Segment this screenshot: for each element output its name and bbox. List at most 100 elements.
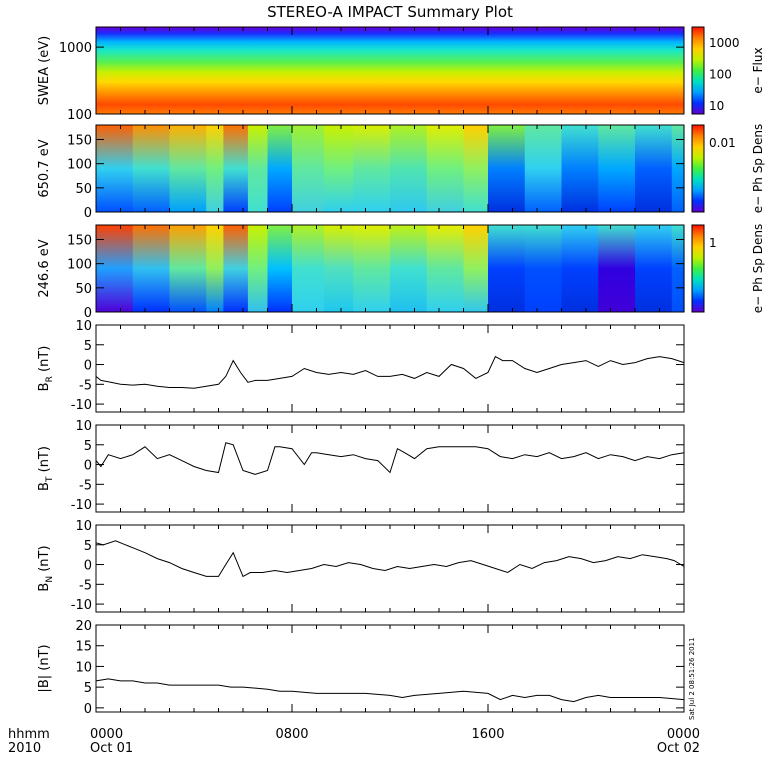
pad246-segment	[390, 225, 428, 312]
colorbar-tick-label: 0.01	[709, 136, 736, 150]
pad246-segment	[223, 225, 249, 312]
pad246-segment	[323, 225, 354, 312]
pad246-segment	[463, 225, 489, 312]
y-tick-label: 0	[84, 559, 92, 574]
y-tick-label: 5	[84, 339, 92, 354]
x-tick-date-label: Oct 02	[657, 741, 700, 756]
pad650-segment	[598, 125, 636, 212]
y-tick-label: 0	[84, 206, 92, 221]
pad246-segment	[96, 225, 134, 312]
bmag-ylabel: |B| (nT)	[37, 644, 52, 692]
y-tick-label: 10	[75, 519, 92, 534]
pad246-segment	[598, 225, 636, 312]
pad650-segment	[323, 125, 354, 212]
svg-text:BN (nT): BN (nT)	[37, 545, 55, 591]
bmag-panel-frame	[95, 624, 685, 713]
y-tick-label: 0	[84, 306, 92, 321]
y-tick-label: 100	[67, 158, 92, 173]
pad650-segment	[292, 125, 325, 212]
pad246-segment	[353, 225, 391, 312]
colorbar-label: e− Ph Sp Dens	[751, 124, 765, 213]
y-tick-label: 10	[75, 419, 92, 434]
pad650-segment	[353, 125, 391, 212]
y-tick-label: 5	[84, 681, 92, 696]
y-tick-label: 100	[67, 258, 92, 273]
y-tick-label: 20	[75, 619, 92, 634]
y-tick-label: -5	[79, 378, 92, 393]
y-tick-label: 10	[75, 319, 92, 334]
pad650-segment	[426, 125, 465, 212]
br-panel-frame	[95, 324, 685, 413]
bt-panel-frame	[95, 424, 685, 513]
pad246-segment	[292, 225, 325, 312]
br-ylabel: BR (nT)	[37, 346, 55, 392]
y-tick-label: 100	[67, 108, 92, 123]
y-tick-label: 5	[84, 539, 92, 554]
colorbar-2	[691, 224, 705, 313]
pad246-segment	[671, 225, 685, 312]
pad246-segment	[426, 225, 465, 312]
x-tick-label: 0000	[667, 727, 700, 742]
pad650-segment	[96, 125, 134, 212]
pad650-segment	[267, 125, 293, 212]
y-tick-label: 5	[84, 439, 92, 454]
pad650-segment	[390, 125, 428, 212]
swea-spectrogram	[96, 27, 684, 114]
y-tick-label: 150	[67, 134, 92, 149]
bt-ylabel: BT (nT)	[37, 446, 55, 491]
bmag-series-line	[95, 678, 685, 703]
pad246-segment	[132, 225, 171, 312]
pad650-segment	[524, 125, 563, 212]
colorbar-tick-label: 100	[709, 68, 732, 82]
bn-series-line	[95, 540, 685, 578]
pad246-ylabel: 246.6 eV	[37, 239, 52, 297]
x-axis-year-prefix: 2010	[8, 741, 41, 756]
colorbar-label: e− Ph Sp Dens	[751, 224, 765, 313]
swea-ylabel: SWEA (eV)	[37, 36, 52, 105]
y-tick-label: 50	[75, 282, 92, 297]
svg-text:BR (nT): BR (nT)	[37, 346, 55, 392]
colorbar-label: e− Flux	[751, 47, 765, 93]
pad650-segment	[223, 125, 249, 212]
x-tick-label: 1600	[471, 727, 504, 742]
svg-text:650.7 eV: 650.7 eV	[37, 139, 52, 197]
y-tick-label: 150	[67, 234, 92, 249]
pad650-segment	[463, 125, 489, 212]
pad650-segment	[206, 125, 224, 212]
y-tick-label: 50	[75, 182, 92, 197]
pad650-segment	[132, 125, 171, 212]
pad650-segment	[561, 125, 599, 212]
colorbar-0	[691, 26, 705, 115]
pad246-segment	[635, 225, 673, 312]
y-tick-label: 10	[75, 660, 92, 675]
y-tick-label: 0	[84, 359, 92, 374]
pad650-segment	[635, 125, 673, 212]
y-tick-label: -10	[71, 498, 92, 513]
pad650-ylabel: 650.7 eV	[37, 139, 52, 197]
pad650-segment	[488, 125, 526, 212]
svg-text:246.6 eV: 246.6 eV	[37, 239, 52, 297]
bn-ylabel: BN (nT)	[37, 545, 55, 591]
svg-text:BT (nT): BT (nT)	[37, 446, 55, 491]
pad246-segment	[561, 225, 599, 312]
pad246-segment	[169, 225, 207, 312]
y-tick-label: -10	[71, 598, 92, 613]
br-series-line	[95, 355, 685, 389]
plot-title: STEREO-A IMPACT Summary Plot	[267, 3, 513, 21]
colorbar-tick-label: 1	[709, 236, 717, 250]
y-tick-label: -10	[71, 398, 92, 413]
y-tick-label: 15	[75, 640, 92, 655]
colorbar-1	[691, 124, 705, 213]
pad246-segment	[488, 225, 526, 312]
x-tick-label: 0000	[90, 727, 123, 742]
pad650-segment	[247, 125, 269, 212]
colorbar-tick-label: 10	[709, 99, 724, 113]
pad246-segment	[206, 225, 224, 312]
y-tick-label: 0	[84, 459, 92, 474]
svg-text:SWEA (eV): SWEA (eV)	[37, 36, 52, 105]
pad246-segment	[524, 225, 563, 312]
x-axis-hhmm-prefix: hhmm	[8, 727, 50, 742]
x-tick-label: 0800	[275, 727, 308, 742]
pad650-segment	[671, 125, 685, 212]
